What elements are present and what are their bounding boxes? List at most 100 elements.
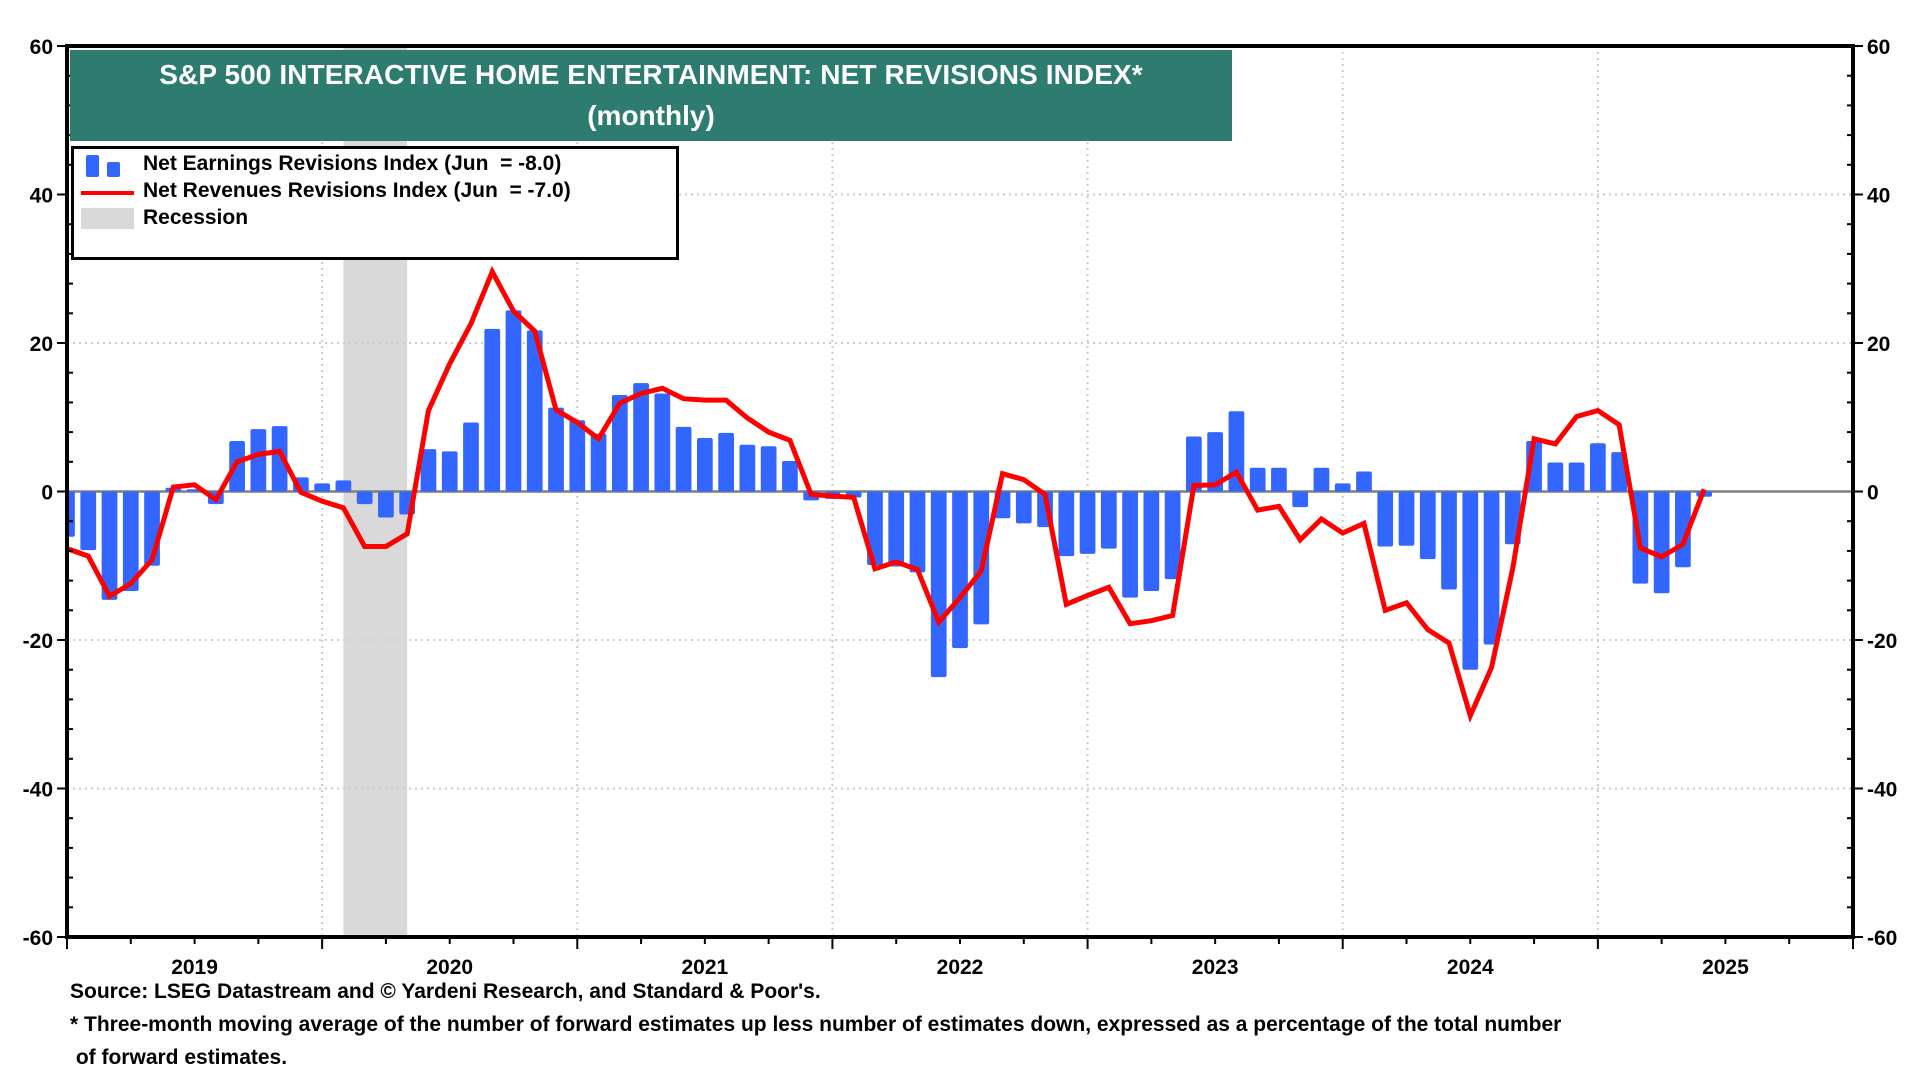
earnings-bar <box>526 330 543 492</box>
earnings-bar <box>1249 467 1266 492</box>
source-note: Source: LSEG Datastream and © Yardeni Re… <box>70 980 821 1003</box>
earnings-bar <box>1271 467 1287 492</box>
earnings-bar <box>271 426 288 492</box>
y-tick-label-left: -20 <box>23 630 53 653</box>
earnings-bar <box>80 491 97 551</box>
y-axis-left-labels: 60 40 20 0 -20 -40 -60 <box>23 36 53 950</box>
earnings-bar <box>1568 462 1585 492</box>
y-tick-label-left: 40 <box>30 185 53 208</box>
earnings-bar <box>760 446 777 492</box>
earnings-bar <box>484 328 501 492</box>
y-tick-label-right: -20 <box>1867 630 1897 653</box>
axis-ticks <box>57 45 1863 949</box>
earnings-bar <box>739 444 756 492</box>
y-tick-label-left: 0 <box>41 482 53 505</box>
x-year-label: 2022 <box>937 956 984 979</box>
earnings-bar <box>1100 491 1117 549</box>
x-year-label: 2019 <box>171 956 218 979</box>
earnings-bar <box>356 491 373 505</box>
earnings-bar <box>1143 491 1160 591</box>
revenues-line <box>66 265 1707 724</box>
earnings-bar <box>441 451 458 492</box>
y-tick-label-left: -60 <box>23 927 53 950</box>
chart-title-box: S&P 500 INTERACTIVE HOME ENTERTAINMENT: … <box>70 50 1232 141</box>
earnings-bar <box>1186 436 1202 492</box>
earnings-bar <box>548 407 564 492</box>
earnings-bar <box>675 426 692 492</box>
earnings-bar <box>1015 491 1032 524</box>
legend-label-recession: Recession <box>143 206 249 229</box>
earnings-bar <box>1441 491 1457 590</box>
earnings-bar <box>590 433 607 492</box>
x-year-label: 2025 <box>1702 956 1749 979</box>
earnings-bar <box>335 480 352 492</box>
earnings-bar <box>1207 432 1224 492</box>
recession-swatch-icon <box>81 208 134 229</box>
earnings-bar <box>1079 491 1096 554</box>
earnings-bar <box>1653 491 1670 594</box>
y-tick-label-right: 0 <box>1867 482 1879 505</box>
earnings-bar <box>250 429 267 492</box>
earnings-bar <box>1356 471 1372 492</box>
footnote-line-2: of forward estimates. <box>70 1046 288 1069</box>
earnings-bar <box>1462 491 1479 670</box>
earnings-bar <box>1313 467 1330 492</box>
x-year-label: 2021 <box>681 956 728 979</box>
legend-item-earnings: Net Earnings Revisions Index (Jun = -8.0… <box>74 152 676 178</box>
y-tick-label-left: 20 <box>30 333 53 356</box>
chart-title: S&P 500 INTERACTIVE HOME ENTERTAINMENT: … <box>159 59 1143 90</box>
legend: Net Earnings Revisions Index (Jun = -8.0… <box>71 146 679 260</box>
earnings-bar <box>867 491 883 566</box>
earnings-bar <box>718 432 734 492</box>
earnings-bar <box>505 310 522 492</box>
earnings-bar <box>1122 491 1138 598</box>
y-tick-label-right: 60 <box>1867 36 1890 59</box>
earnings-bar <box>463 422 479 492</box>
earnings-bar <box>378 491 394 518</box>
legend-label-earnings: Net Earnings Revisions Index (Jun = -8.0… <box>143 152 562 175</box>
x-year-label: 2020 <box>426 956 473 979</box>
bar-swatch-icon <box>86 155 130 179</box>
x-year-label: 2023 <box>1192 956 1239 979</box>
earnings-bar <box>654 393 671 492</box>
earnings-bar <box>782 461 798 492</box>
earnings-bar <box>314 483 331 492</box>
y-tick-label-left: 60 <box>30 36 53 59</box>
earnings-bar <box>1164 491 1181 580</box>
earnings-bar <box>420 449 437 492</box>
earnings-bars <box>67 310 1713 678</box>
earnings-bar <box>1334 483 1351 492</box>
line-swatch-icon <box>81 191 134 195</box>
legend-label-revenues: Net Revenues Revisions Index (Jun = -7.0… <box>143 179 571 202</box>
x-year-label: 2024 <box>1447 956 1494 979</box>
earnings-bar <box>101 491 118 600</box>
earnings-bar <box>952 491 968 649</box>
earnings-bar <box>930 491 947 678</box>
y-tick-label-right: -60 <box>1867 927 1897 950</box>
earnings-bar <box>973 491 990 625</box>
earnings-bar <box>1228 411 1245 492</box>
earnings-bar <box>611 394 628 492</box>
earnings-bar <box>1398 491 1415 546</box>
earnings-bar <box>569 420 586 492</box>
footnote-line-1: * Three-month moving average of the numb… <box>70 1013 1562 1036</box>
legend-item-recession: Recession <box>74 206 676 232</box>
earnings-bar <box>1589 443 1606 492</box>
earnings-bar <box>1292 491 1309 508</box>
earnings-bar <box>1483 491 1500 645</box>
chart-subtitle: (monthly) <box>587 100 715 131</box>
legend-item-revenues: Net Revenues Revisions Index (Jun = -7.0… <box>74 179 676 205</box>
earnings-bar <box>633 383 649 492</box>
y-tick-label-right: 20 <box>1867 333 1890 356</box>
y-tick-label-right: 40 <box>1867 185 1890 208</box>
earnings-bar <box>888 491 905 567</box>
y-tick-label-right: -40 <box>1867 779 1897 802</box>
earnings-bar <box>1547 462 1564 492</box>
earnings-bar <box>696 438 713 492</box>
earnings-bar <box>1377 491 1394 547</box>
earnings-bar <box>122 491 139 591</box>
x-axis-year-labels: 2019 2020 2021 2022 2023 2024 2025 <box>171 956 1749 979</box>
earnings-bar <box>1419 491 1436 560</box>
earnings-bar <box>909 491 926 573</box>
